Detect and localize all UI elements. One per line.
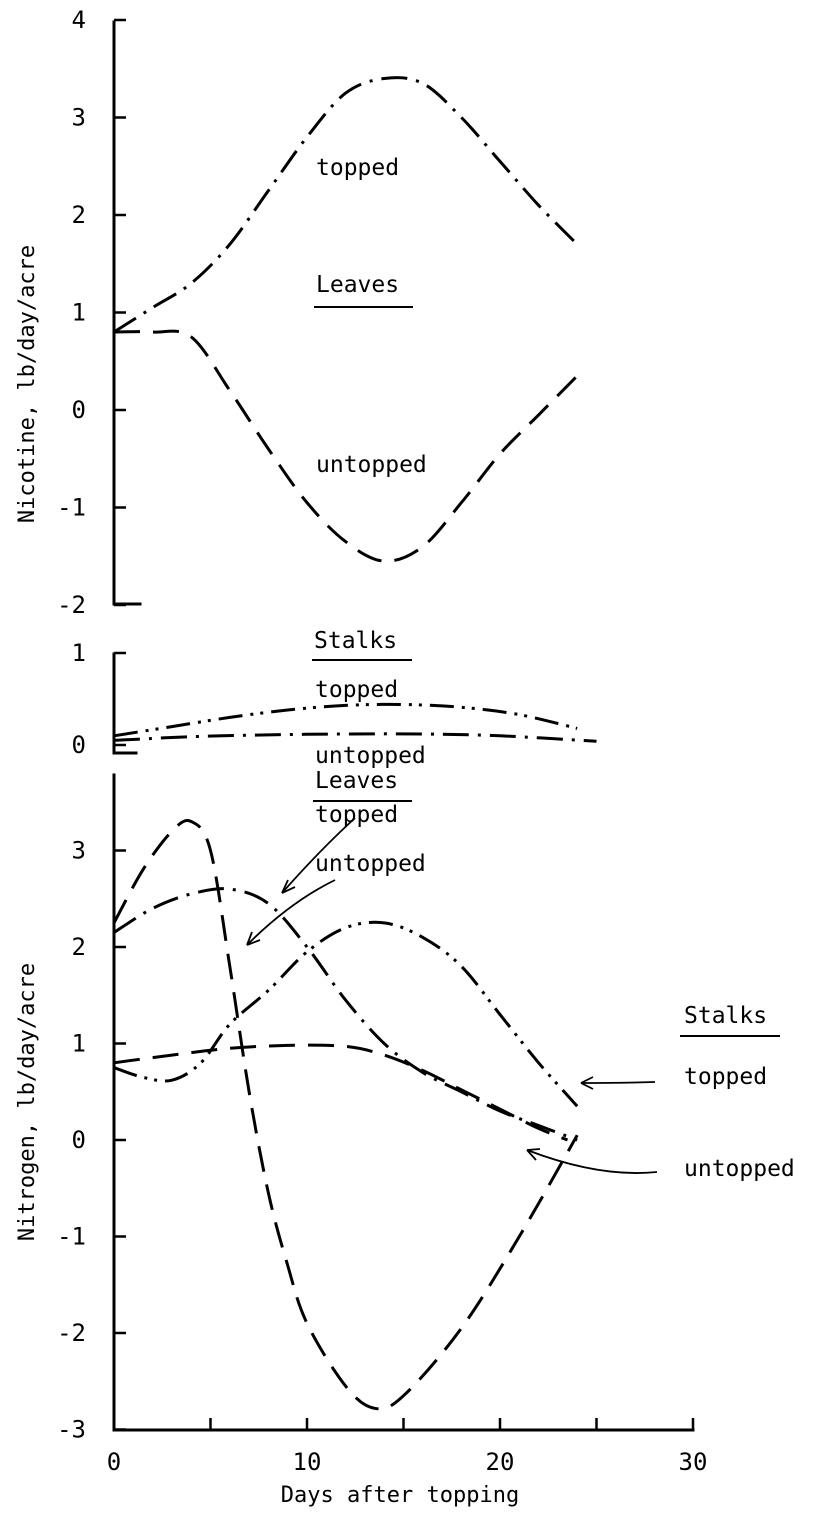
y-tick-label: -1: [57, 1223, 86, 1251]
x-tick-label: 0: [107, 1448, 121, 1476]
nit-leaves-title: Leaves: [315, 768, 398, 794]
x-tick-label: 20: [486, 1448, 515, 1476]
nic-stalks-untopped-label: untopped: [315, 743, 426, 769]
y-tick-label: 0: [72, 396, 86, 424]
nic-stalks-topped-label: topped: [315, 677, 398, 703]
nitrogen-y-axis-label: Nitrogen, lb/day/acre: [15, 963, 40, 1241]
y-tick-label: 0: [72, 731, 86, 759]
y-tick-label: 1: [72, 639, 86, 667]
nicotine-y-axis-label: Nicotine, lb/day/acre: [15, 245, 40, 523]
arrow-stalks-topped: [580, 1076, 656, 1090]
nic-leaves-untopped-label: untopped: [316, 452, 427, 478]
arrow-stalks-untopped: [526, 1148, 658, 1174]
y-tick-label: 1: [72, 1030, 86, 1058]
y-tick-label: -2: [57, 591, 86, 619]
nicotine-stalks-topped-line: [113, 702, 578, 738]
data-curves: [112, 76, 597, 1411]
nic-leaves-topped-label: topped: [316, 155, 399, 181]
nicotine-stalks-axis: [112, 652, 138, 755]
nic-stalks-title: Stalks: [314, 628, 397, 654]
nit-leaves-topped-label: topped: [315, 802, 398, 828]
nit-leaves-untopped-label: untopped: [315, 851, 426, 877]
nitrogen-stalks-topped-line: [113, 920, 579, 1108]
y-tick-label: 4: [72, 6, 86, 34]
nicotine-leaves-untopped-line: [113, 329, 579, 563]
y-tick-label: 2: [72, 201, 86, 229]
x-axis-label: Days after topping: [281, 1483, 519, 1508]
y-tick-label: 2: [72, 933, 86, 961]
nicotine-leaves-topped-line: [113, 76, 579, 334]
nitrogen-stalks-untopped-line: [113, 1043, 569, 1142]
y-tick-label: 3: [72, 837, 86, 865]
y-tick-label: -1: [57, 494, 86, 522]
arrow-leaves-topped: [281, 817, 356, 894]
y-tick-label: -3: [57, 1416, 86, 1444]
nicotine-stalks-untopped-line: [113, 732, 597, 743]
y-tick-label: -2: [57, 1319, 86, 1347]
nic-leaves-title: Leaves: [316, 272, 399, 298]
nit-stalks-title: Stalks: [684, 1003, 767, 1029]
nit-stalks-untopped-label: untopped: [684, 1156, 795, 1182]
nit-stalks-topped-label: topped: [684, 1064, 767, 1090]
nitrogen-leaves-untopped-line: [112, 819, 579, 1411]
y-tick-label: 1: [72, 299, 86, 327]
y-tick-label: 3: [72, 104, 86, 132]
arrow-leaves-untopped: [246, 879, 336, 946]
x-tick-label: 30: [679, 1448, 708, 1476]
x-tick-label: 10: [293, 1448, 322, 1476]
y-tick-label: 0: [72, 1126, 86, 1154]
nitrogen-leaves-topped-line: [113, 887, 578, 1142]
